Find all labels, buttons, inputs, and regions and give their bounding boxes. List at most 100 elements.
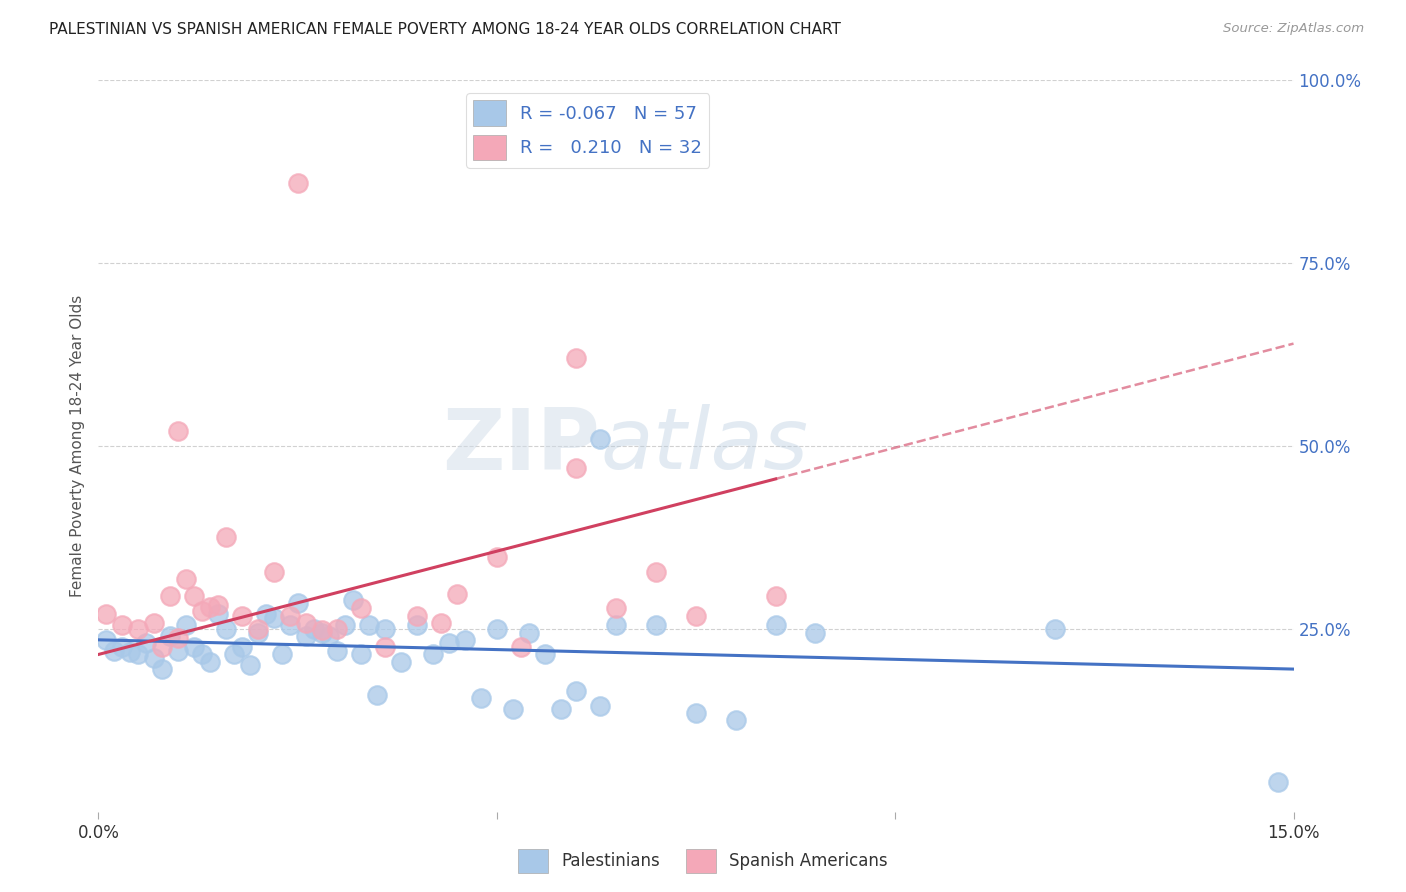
Point [565,351,588,366]
Point [150,662,173,676]
Point [517,625,540,640]
Point [350,601,373,615]
Point [804,625,827,640]
Point [389,655,412,669]
Point [645,618,668,632]
Point [454,632,477,647]
Point [765,589,787,603]
Point [96,607,118,622]
Point [335,618,357,632]
Point [278,618,301,632]
Point [605,601,627,615]
Point [111,640,134,655]
Point [231,608,253,623]
Point [350,648,373,662]
Point [231,640,253,655]
Point [103,644,125,658]
Point [127,622,149,636]
Point [287,596,309,610]
Point [135,636,157,650]
Y-axis label: Female Poverty Among 18-24 Year Olds: Female Poverty Among 18-24 Year Olds [69,295,84,597]
Point [509,640,531,655]
Point [374,622,396,636]
Point [111,618,134,632]
Point [1043,622,1066,636]
Point [605,618,627,632]
Point [645,565,668,579]
Point [430,615,453,630]
Point [318,629,340,643]
Point [765,618,787,632]
Text: ZIP: ZIP [443,404,600,488]
Point [198,599,221,614]
Point [724,714,747,728]
Point [485,622,508,636]
Point [565,461,588,475]
Point [143,615,166,630]
Point [246,625,269,640]
Point [294,629,316,643]
Point [263,611,285,625]
Point [533,648,555,662]
Point [174,572,197,586]
Point [167,425,190,439]
Point [167,631,190,645]
Text: Source: ZipAtlas.com: Source: ZipAtlas.com [1223,22,1364,36]
Point [191,603,214,617]
Point [183,589,205,603]
Point [174,618,197,632]
Point [143,651,166,665]
Legend: Palestinians, Spanish Americans: Palestinians, Spanish Americans [512,842,894,880]
Point [406,608,429,623]
Point [311,624,333,638]
Point [374,640,396,655]
Point [589,698,612,713]
Point [422,648,444,662]
Point [326,644,349,658]
Point [263,565,285,579]
Point [311,625,333,640]
Legend: R = -0.067   N = 57, R =   0.210   N = 32: R = -0.067 N = 57, R = 0.210 N = 32 [465,93,709,168]
Point [302,622,325,636]
Point [159,589,181,603]
Point [406,618,429,632]
Point [366,688,388,702]
Point [287,176,309,190]
Point [215,530,238,544]
Point [326,622,349,636]
Point [485,550,508,565]
Point [685,608,707,623]
Text: atlas: atlas [600,404,808,488]
Point [359,618,381,632]
Point [502,702,524,716]
Point [159,629,181,643]
Point [207,607,229,622]
Point [246,622,269,636]
Point [239,658,262,673]
Point [207,599,229,613]
Point [191,648,214,662]
Point [294,615,316,630]
Point [222,648,245,662]
Point [589,432,612,446]
Point [254,607,277,622]
Point [342,592,364,607]
Point [437,636,460,650]
Point [215,622,238,636]
Point [270,648,292,662]
Point [167,644,190,658]
Point [183,640,205,655]
Point [1267,775,1289,789]
Point [446,587,468,601]
Point [150,640,173,655]
Point [96,632,118,647]
Point [565,684,588,698]
Point [470,691,492,706]
Point [127,648,149,662]
Point [120,645,142,659]
Text: PALESTINIAN VS SPANISH AMERICAN FEMALE POVERTY AMONG 18-24 YEAR OLDS CORRELATION: PALESTINIAN VS SPANISH AMERICAN FEMALE P… [49,22,841,37]
Point [685,706,707,720]
Point [198,655,221,669]
Point [550,702,572,716]
Point [278,608,301,623]
